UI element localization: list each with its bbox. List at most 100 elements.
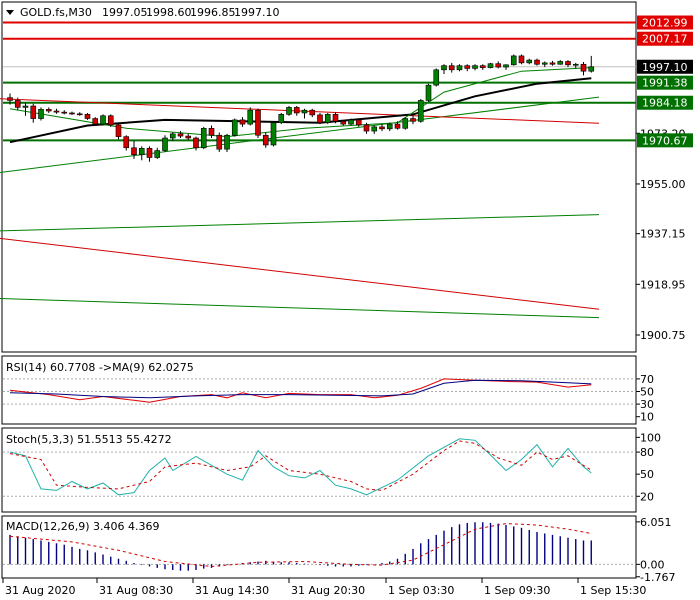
level-tag-label: 1991.38 bbox=[642, 77, 688, 90]
candle bbox=[45, 107, 52, 113]
candle bbox=[185, 133, 192, 140]
candle-body bbox=[472, 65, 478, 69]
candle bbox=[549, 60, 556, 66]
candle bbox=[572, 62, 579, 69]
candle-body bbox=[131, 147, 137, 156]
candle bbox=[386, 122, 393, 132]
macd-indicator: 6.051 0.00-1.767 bbox=[3, 516, 675, 584]
candle bbox=[317, 112, 323, 125]
candle-body bbox=[402, 118, 409, 129]
candle bbox=[425, 83, 432, 102]
candle-body bbox=[286, 107, 292, 115]
candle bbox=[278, 112, 285, 125]
candle bbox=[340, 119, 347, 126]
candle bbox=[123, 135, 130, 151]
candle-body bbox=[317, 114, 323, 124]
candle bbox=[7, 93, 13, 105]
stoch-main-line bbox=[9, 438, 592, 496]
candle bbox=[580, 62, 587, 76]
level-tag bbox=[637, 15, 693, 30]
time-tick-label: 31 Aug 2020 bbox=[5, 584, 75, 597]
candle-body bbox=[22, 105, 29, 108]
level-tag bbox=[637, 133, 693, 148]
candle bbox=[479, 64, 486, 70]
candle-body bbox=[14, 100, 21, 108]
candle-body bbox=[255, 109, 261, 136]
candle-body bbox=[154, 150, 161, 158]
candle bbox=[363, 122, 370, 134]
candle-body bbox=[84, 114, 91, 119]
candle bbox=[286, 106, 292, 116]
candle-body bbox=[394, 123, 401, 129]
candle-body bbox=[138, 148, 145, 156]
trendline bbox=[0, 237, 600, 310]
price-tick-label: 1955.00 bbox=[640, 178, 686, 191]
rsi-label: RSI(14) 60.7708 ->MA(9) 62.0275 bbox=[6, 361, 194, 374]
candle-body bbox=[115, 124, 122, 137]
candle bbox=[69, 111, 75, 115]
trendlines bbox=[0, 96, 600, 319]
candle-body bbox=[53, 110, 60, 113]
candle bbox=[588, 55, 595, 73]
candle bbox=[38, 107, 44, 121]
candle-body bbox=[309, 109, 316, 116]
dropdown-arrow-icon[interactable] bbox=[6, 10, 14, 15]
stoch-tick-label: 80 bbox=[640, 446, 654, 459]
candle-body bbox=[247, 109, 254, 125]
candle-body bbox=[262, 134, 269, 146]
time-tick-label: 1 Sep 15:30 bbox=[580, 584, 646, 597]
candle bbox=[14, 97, 21, 111]
candle-body bbox=[30, 105, 37, 119]
candle bbox=[503, 64, 509, 70]
candle bbox=[146, 146, 153, 162]
candle-body bbox=[348, 119, 354, 125]
candle-body bbox=[425, 84, 432, 101]
candle-body bbox=[549, 62, 556, 65]
level-tag-label: 2007.17 bbox=[642, 33, 688, 46]
rsi-tick-label: 30 bbox=[640, 398, 654, 411]
candle-body bbox=[386, 123, 393, 130]
candle bbox=[239, 117, 246, 127]
candle bbox=[92, 117, 99, 126]
stoch-panel-frame bbox=[1, 427, 637, 513]
candle-body bbox=[69, 112, 75, 115]
candle-body bbox=[410, 118, 416, 122]
candle bbox=[231, 118, 238, 137]
candle bbox=[301, 108, 308, 119]
candle-body bbox=[448, 65, 455, 71]
candle bbox=[200, 126, 207, 150]
candle-body bbox=[534, 59, 540, 65]
rsi-ma-line bbox=[9, 379, 592, 399]
candle bbox=[247, 107, 254, 126]
ohlc-open: 1997.05 bbox=[102, 6, 148, 19]
macd-panel-frame bbox=[1, 515, 637, 579]
candle-body bbox=[177, 133, 184, 137]
symbol-title: GOLD.fs,M30 bbox=[20, 6, 92, 19]
candle-body bbox=[503, 64, 509, 68]
macd-tick-label: 0.00 bbox=[640, 558, 665, 571]
candle-body bbox=[518, 55, 525, 64]
candle bbox=[61, 110, 68, 115]
candle-body bbox=[100, 115, 106, 125]
candle-body bbox=[293, 107, 300, 114]
candle bbox=[131, 140, 137, 159]
candle-body bbox=[572, 63, 579, 66]
price-level-tags: 2012.99 2007.17 1991.38 1984.18 1970.67 1997.… bbox=[637, 15, 693, 148]
candle bbox=[162, 135, 168, 152]
candle bbox=[410, 115, 416, 125]
trendline bbox=[0, 98, 600, 124]
candle-body bbox=[464, 65, 471, 69]
candle-body bbox=[7, 97, 13, 101]
candle bbox=[100, 114, 106, 126]
candle bbox=[371, 125, 378, 134]
candle bbox=[309, 108, 316, 118]
candle bbox=[441, 64, 447, 74]
candle-body bbox=[355, 119, 362, 126]
level-tag bbox=[637, 95, 693, 110]
candle bbox=[417, 99, 424, 123]
trendline bbox=[0, 214, 600, 232]
rsi-panel-frame bbox=[1, 355, 637, 425]
candle bbox=[138, 146, 145, 161]
candle-body bbox=[185, 135, 192, 139]
candle bbox=[495, 61, 502, 69]
